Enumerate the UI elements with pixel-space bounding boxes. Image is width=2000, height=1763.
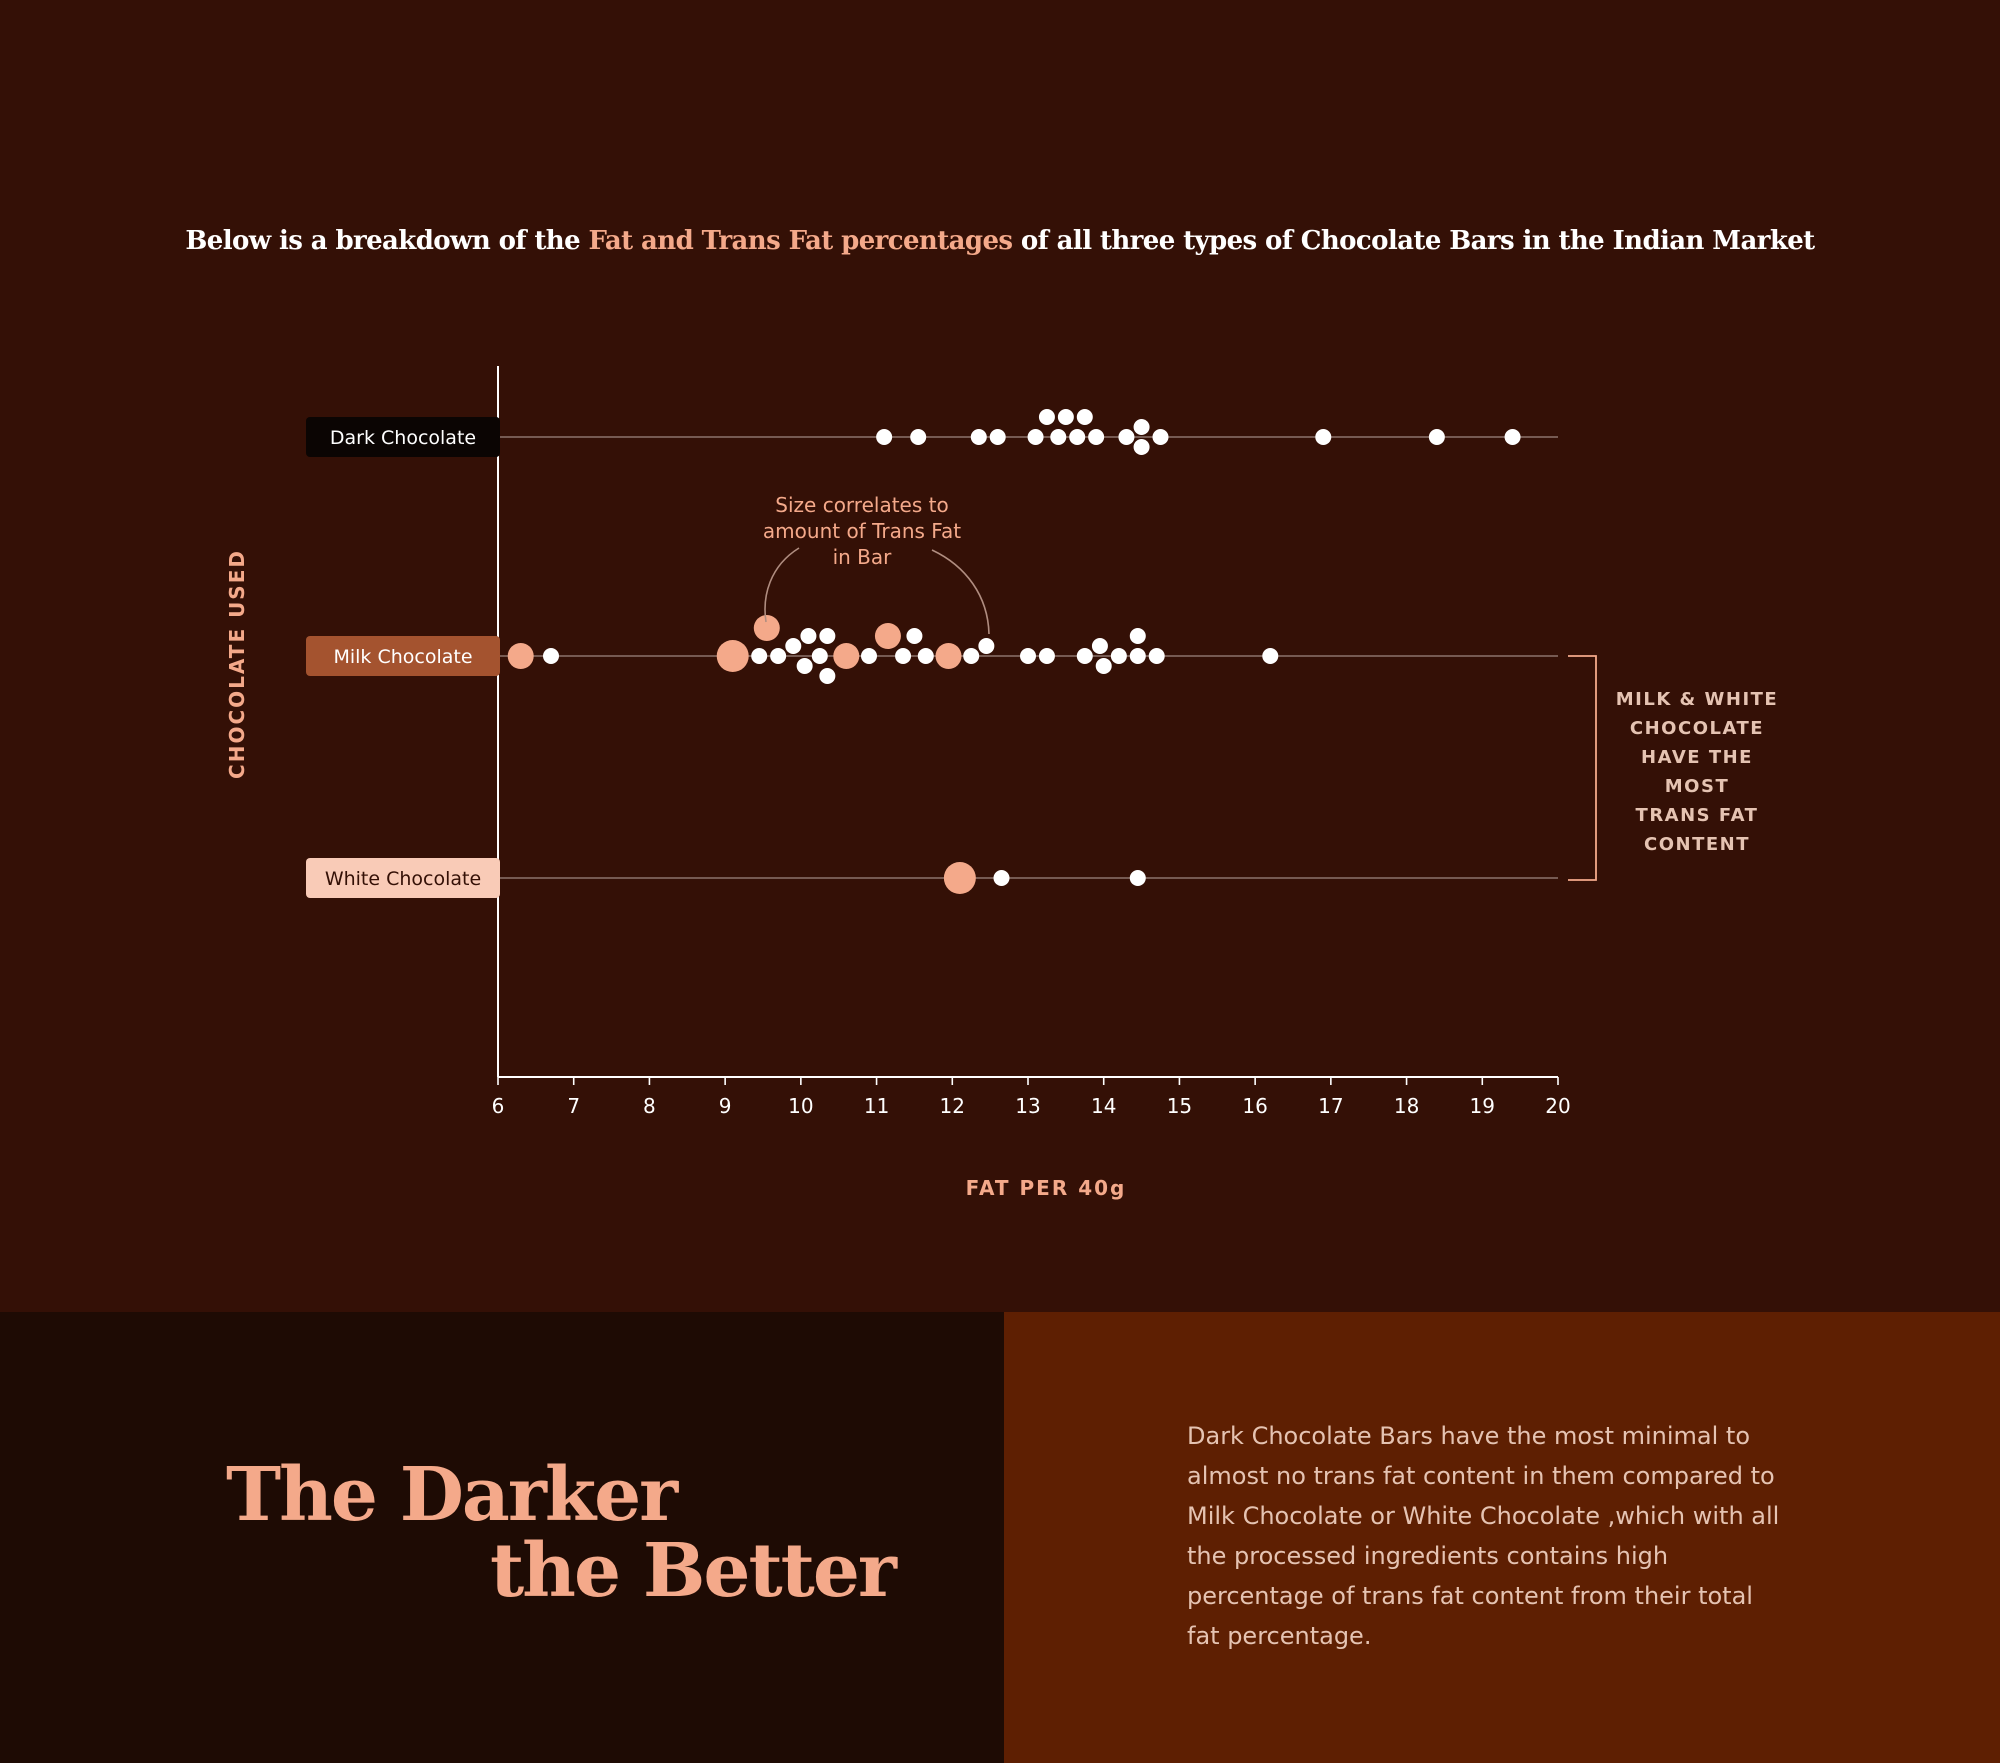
- dot-1-15: [895, 648, 912, 664]
- bracket: [1568, 655, 1597, 881]
- dot-1-2: [716, 640, 749, 672]
- dot-1-6: [785, 638, 802, 654]
- title-line-2: the Better: [490, 1528, 897, 1614]
- summary-paragraph: Dark Chocolate Bars have the most minima…: [1187, 1422, 1780, 1650]
- dot-1-23: [1076, 648, 1093, 664]
- dot-1-29: [1148, 648, 1165, 664]
- dot-2-1: [993, 870, 1010, 886]
- side-note-line-2: HAVE THE: [1641, 747, 1753, 768]
- category-label-0: Dark Chocolate: [330, 427, 476, 449]
- annotation-arrow-right: [931, 549, 990, 635]
- bottom-left-panel: The Darker the Better: [0, 1312, 1004, 1763]
- x-tick-label-10: 10: [788, 1094, 813, 1118]
- dot-0-11: [1118, 429, 1135, 445]
- x-tick-label-17: 17: [1318, 1094, 1343, 1118]
- category-label-bg-0: [306, 417, 500, 457]
- dot-1-22: [1038, 648, 1055, 664]
- dot-1-5: [770, 648, 787, 664]
- y-axis-title: CHOCOLATE USED: [225, 549, 249, 779]
- dot-1-30: [1262, 648, 1279, 664]
- dot-1-24: [1091, 638, 1108, 654]
- dot-0-2: [970, 429, 987, 445]
- dot-0-1: [910, 429, 927, 445]
- chart-headline: Below is a breakdown of the Fat and Tran…: [0, 226, 2000, 256]
- dot-1-13: [861, 648, 877, 664]
- category-label-2: White Chocolate: [325, 868, 481, 890]
- dot-1-18: [935, 643, 962, 669]
- x-tick-label-20: 20: [1545, 1094, 1570, 1118]
- annotation-line-1: amount of Trans Fat: [763, 519, 961, 543]
- side-note-line-1: CHOCOLATE: [1630, 718, 1764, 739]
- bottom-right-panel: Dark Chocolate Bars have the most minima…: [1004, 1312, 2000, 1763]
- dot-1-11: [819, 668, 836, 684]
- dot-1-26: [1110, 648, 1127, 664]
- x-tick-label-14: 14: [1091, 1094, 1116, 1118]
- dot-1-4: [753, 615, 780, 641]
- x-tick-label-6: 6: [492, 1094, 505, 1118]
- x-tick-label-7: 7: [567, 1094, 580, 1118]
- side-note-line-5: CONTENT: [1644, 834, 1750, 855]
- dot-1-21: [1020, 648, 1036, 664]
- x-tick-label-19: 19: [1470, 1094, 1495, 1118]
- dot-1-14: [874, 623, 901, 649]
- dot-0-16: [1428, 429, 1445, 445]
- category-label-1: Milk Chocolate: [333, 646, 472, 668]
- dot-1-28: [1129, 628, 1146, 644]
- category-label-bg-1: [306, 636, 500, 676]
- annotation-line-2: in Bar: [833, 545, 893, 569]
- dot-0-4: [1027, 429, 1044, 445]
- headline-highlight: Fat and Trans Fat percentages: [588, 226, 1013, 256]
- dot-0-7: [1057, 409, 1074, 425]
- fat-scatter-chart: Dark Chocolate Milk Chocolate White Chocol…: [225, 366, 1778, 1200]
- dot-1-17: [917, 648, 934, 664]
- dot-0-0: [876, 429, 893, 445]
- annotation-line-0: Size correlates to: [775, 493, 948, 517]
- side-note-line-3: MOST: [1665, 776, 1729, 797]
- title-line-1: The Darker: [226, 1452, 678, 1538]
- dot-1-10: [819, 628, 836, 644]
- dot-1-0: [507, 643, 534, 669]
- dot-0-10: [1088, 429, 1105, 445]
- dot-0-17: [1504, 429, 1521, 445]
- x-tick-label-11: 11: [864, 1094, 889, 1118]
- dot-1-3: [751, 648, 768, 664]
- dot-2-0: [943, 862, 976, 894]
- x-axis-title: FAT PER 40g: [966, 1176, 1127, 1200]
- dot-0-12: [1133, 419, 1150, 435]
- dot-1-7: [796, 658, 813, 674]
- dot-0-15: [1315, 429, 1332, 445]
- dot-1-25: [1095, 658, 1112, 674]
- dot-0-9: [1076, 409, 1093, 425]
- dot-0-14: [1152, 429, 1169, 445]
- dot-0-6: [1050, 429, 1067, 445]
- dot-1-27: [1129, 648, 1146, 664]
- category-label-bg-2: [306, 858, 500, 898]
- side-note-line-4: TRANS FAT: [1636, 805, 1759, 826]
- x-tick-label-9: 9: [719, 1094, 732, 1118]
- dot-1-19: [963, 648, 980, 664]
- headline-post: of all three types of Chocolate Bars in …: [1012, 226, 1815, 256]
- dot-1-1: [543, 648, 559, 664]
- headline-pre: Below is a breakdown of the: [185, 226, 589, 256]
- dot-1-8: [800, 628, 817, 644]
- x-tick-label-15: 15: [1167, 1094, 1192, 1118]
- x-tick-label-16: 16: [1242, 1094, 1267, 1118]
- x-tick-label-8: 8: [643, 1094, 656, 1118]
- annotation-arrow-left: [764, 547, 800, 623]
- side-note-line-0: MILK & WHITE: [1616, 689, 1778, 710]
- dot-0-5: [1038, 409, 1055, 425]
- dot-1-16: [906, 628, 923, 644]
- dot-0-8: [1069, 429, 1086, 445]
- x-tick-label-18: 18: [1394, 1094, 1419, 1118]
- x-tick-label-13: 13: [1015, 1094, 1040, 1118]
- dot-1-9: [811, 648, 828, 664]
- dot-0-13: [1133, 439, 1150, 455]
- x-tick-label-12: 12: [940, 1094, 965, 1118]
- dot-2-2: [1129, 870, 1146, 886]
- dot-0-3: [989, 429, 1006, 445]
- dot-1-12: [833, 643, 860, 669]
- dot-1-20: [978, 638, 995, 654]
